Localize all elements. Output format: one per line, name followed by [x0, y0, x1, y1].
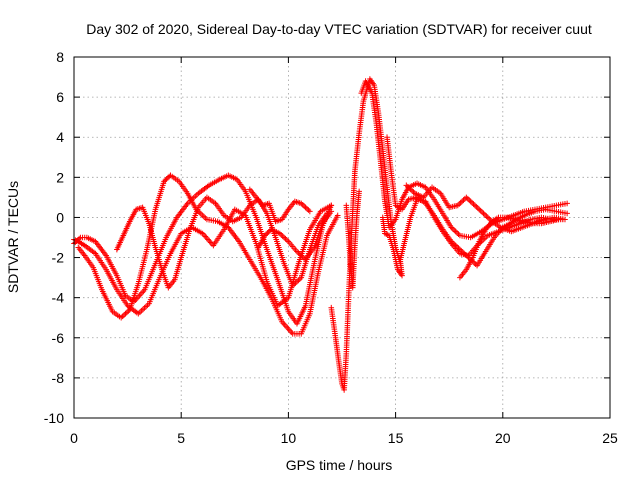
- data-point-marker: [334, 212, 341, 219]
- y-tick-label: 0: [56, 209, 64, 225]
- series-track-2: [71, 172, 335, 327]
- data-point-marker: [480, 210, 487, 217]
- data-point-marker: [476, 206, 483, 213]
- series-track-3: [75, 172, 341, 337]
- y-tick-label: -6: [52, 330, 65, 346]
- data-point-marker: [473, 203, 480, 210]
- data-point-marker: [124, 309, 130, 316]
- x-tick-label: 5: [177, 430, 185, 446]
- data-point-marker: [72, 239, 79, 246]
- data-point-marker: [119, 313, 126, 320]
- data-point-marker: [282, 236, 289, 242]
- tick-labels: 0 5 10 15 20 25 -10 -8 -6 -4 -2 0 2 4 6 8: [44, 49, 618, 446]
- series-track-9: [457, 214, 562, 281]
- data-point-marker: [262, 232, 268, 239]
- x-tick-label: 15: [388, 430, 404, 446]
- data-point-marker: [457, 199, 464, 206]
- x-tick-label: 25: [602, 430, 618, 446]
- data-point-marker: [397, 254, 403, 261]
- y-tick-label: -8: [52, 370, 65, 386]
- series-track-10: [255, 208, 335, 263]
- y-tick-label: -2: [52, 250, 65, 266]
- data-point-marker: [464, 195, 471, 202]
- data-point-marker: [472, 202, 478, 209]
- series-track-8: [403, 182, 568, 235]
- data-point-marker: [284, 237, 290, 243]
- data-point-marker: [483, 213, 490, 219]
- data-point-marker: [73, 238, 80, 244]
- data-point-marker: [165, 174, 171, 181]
- data-point-marker: [122, 310, 129, 317]
- data-point-marker: [281, 234, 287, 241]
- data-point-marker: [305, 207, 312, 213]
- data-point-marker: [466, 197, 473, 203]
- data-point-marker: [76, 235, 82, 242]
- data-point-marker: [301, 203, 307, 209]
- y-tick-label: -4: [52, 290, 65, 306]
- data-point-marker: [161, 178, 167, 185]
- y-tick-label: 6: [56, 89, 64, 105]
- data-point-marker: [479, 209, 485, 215]
- chart-title: Day 302 of 2020, Sidereal Day-to-day VTE…: [86, 21, 592, 37]
- data-point-marker: [328, 208, 335, 215]
- data-point-marker: [469, 199, 475, 206]
- data-point-marker: [263, 231, 269, 238]
- x-tick-label: 20: [495, 430, 511, 446]
- series-track-6: [358, 78, 570, 241]
- data-point-marker: [477, 207, 484, 214]
- data-point-marker: [484, 214, 491, 221]
- data-point-marker: [75, 237, 81, 243]
- data-point-marker: [163, 176, 170, 182]
- data-point-marker: [302, 204, 309, 211]
- data-point-marker: [474, 205, 481, 211]
- data-point-marker: [463, 194, 470, 201]
- x-tick-label: 10: [281, 430, 297, 446]
- data-point-marker: [562, 216, 568, 223]
- x-tick-label: 0: [70, 430, 78, 446]
- data-point-marker: [482, 211, 488, 218]
- series-track-11: [247, 186, 313, 225]
- data-point-marker: [470, 201, 477, 207]
- data-markers: [71, 76, 570, 393]
- series-track-13: [379, 214, 405, 279]
- data-point-marker: [452, 228, 459, 235]
- series-track-4: [114, 194, 330, 291]
- plot-frame: [73, 56, 611, 419]
- data-point-marker: [295, 277, 302, 284]
- y-tick-label: -10: [44, 410, 64, 426]
- data-point-marker: [279, 233, 286, 239]
- data-point-marker: [328, 202, 335, 209]
- series-track-12: [343, 188, 362, 291]
- data-point-marker: [564, 200, 570, 207]
- data-point-marker: [454, 230, 460, 236]
- data-point-marker: [356, 188, 362, 195]
- data-point-marker: [264, 230, 271, 236]
- data-point-marker: [564, 210, 570, 217]
- data-point-marker: [449, 226, 456, 232]
- x-axis-label: GPS time / hours: [286, 457, 393, 473]
- data-point-marker: [460, 197, 467, 203]
- y-tick-label: 2: [56, 169, 64, 185]
- data-point-marker: [307, 208, 313, 215]
- y-axis-label: SDTVAR / TECUs: [5, 181, 21, 293]
- axis-ticks: [73, 56, 611, 419]
- data-point-marker: [162, 177, 169, 183]
- data-point-marker: [304, 205, 310, 212]
- y-tick-label: 4: [56, 129, 64, 145]
- data-point-marker: [459, 198, 465, 205]
- data-point-marker: [265, 229, 272, 235]
- y-tick-label: 8: [56, 49, 64, 65]
- data-point-marker: [451, 227, 458, 233]
- data-point-marker: [555, 216, 562, 223]
- data-point-marker: [467, 198, 474, 205]
